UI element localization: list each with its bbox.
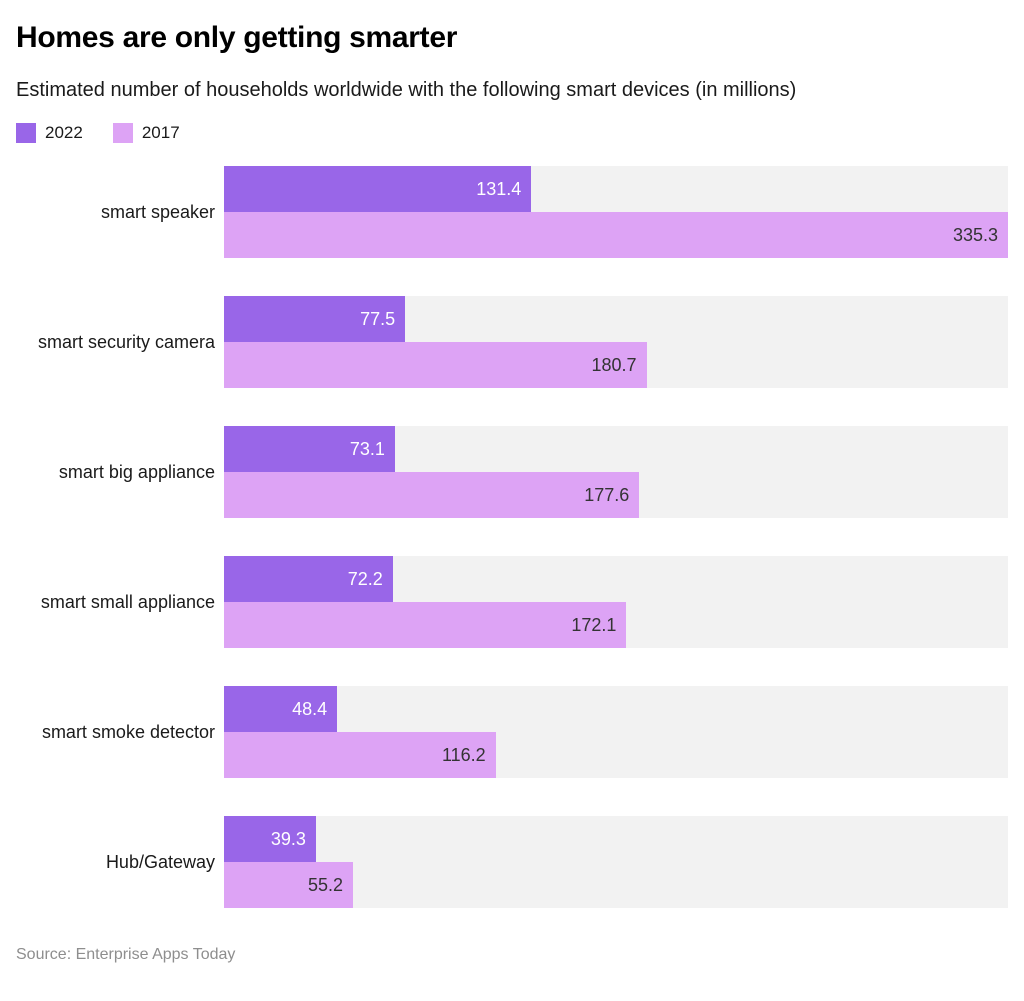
chart-page: Homes are only getting smarter Estimated…: [0, 20, 1024, 964]
bar-2017: 180.7: [224, 342, 647, 388]
value-label: 39.3: [270, 828, 306, 849]
category-label: smart security camera: [37, 332, 215, 352]
bar-track: 48.4 116.2: [224, 686, 1008, 778]
bar-chart: smart speaker 131.4 335.3 smart security ca…: [16, 166, 1008, 908]
value-label: 177.6: [584, 484, 630, 505]
legend-label: 2022: [45, 122, 83, 142]
category-label: smart big appliance: [58, 462, 215, 482]
category-label: smart small appliance: [40, 592, 215, 612]
bar-2017: 172.1: [224, 602, 627, 648]
bar-track: 131.4 335.3: [224, 166, 1008, 258]
value-label: 335.3: [952, 224, 998, 245]
category-label: smart speaker: [100, 202, 215, 222]
legend-item-2017: 2017: [112, 122, 180, 143]
bar-2022: 77.5: [224, 296, 406, 342]
legend-swatch-2017: [112, 122, 133, 143]
category-label: Hub/Gateway: [105, 852, 215, 872]
bar-group: smart big appliance 73.1 177.6: [16, 426, 1008, 518]
bar-2022: 48.4: [224, 686, 338, 732]
value-label: 73.1: [349, 438, 385, 459]
bar-2022: 39.3: [224, 816, 316, 862]
bar-group: smart speaker 131.4 335.3: [16, 166, 1008, 258]
chart-title: Homes are only getting smarter: [16, 21, 458, 54]
legend-swatch-2022: [16, 122, 36, 143]
bar-2017: 116.2: [224, 732, 496, 778]
bar-2022: 131.4: [224, 166, 532, 212]
bar-track: 77.5 180.7: [224, 296, 1008, 388]
legend-label: 2017: [141, 122, 180, 142]
bar-track: 73.1 177.6: [224, 426, 1008, 518]
value-label: 77.5: [360, 308, 396, 329]
bar-track: 39.3 55.2: [224, 816, 1008, 908]
value-label: 131.4: [476, 178, 522, 199]
bar-group: smart smoke detector 48.4 116.2: [16, 686, 1008, 778]
bar-2017: 177.6: [224, 472, 640, 518]
source-credit: Source: Enterprise Apps Today: [16, 946, 236, 963]
bar-2017: 335.3: [224, 212, 1008, 258]
bar-2022: 73.1: [224, 426, 395, 472]
value-label: 116.2: [441, 744, 486, 765]
bar-track: 72.2 172.1: [224, 556, 1008, 648]
value-label: 55.2: [308, 874, 344, 895]
value-label: 172.1: [571, 614, 617, 635]
bar-2017: 55.2: [224, 862, 354, 908]
bar-group: smart small appliance 72.2 172.1: [16, 556, 1008, 648]
bar-group: smart security camera 77.5 180.7: [16, 296, 1008, 388]
bar-group: Hub/Gateway 39.3 55.2: [16, 816, 1008, 908]
bar-2022: 72.2: [224, 556, 393, 602]
value-label: 180.7: [591, 354, 637, 375]
value-label: 48.4: [292, 698, 328, 719]
legend-item-2022: 2022: [16, 122, 83, 143]
value-label: 72.2: [347, 568, 383, 589]
legend: 2022 2017: [16, 122, 1008, 143]
category-label: smart smoke detector: [41, 722, 215, 742]
chart-subtitle: Estimated number of households worldwide…: [16, 79, 797, 101]
